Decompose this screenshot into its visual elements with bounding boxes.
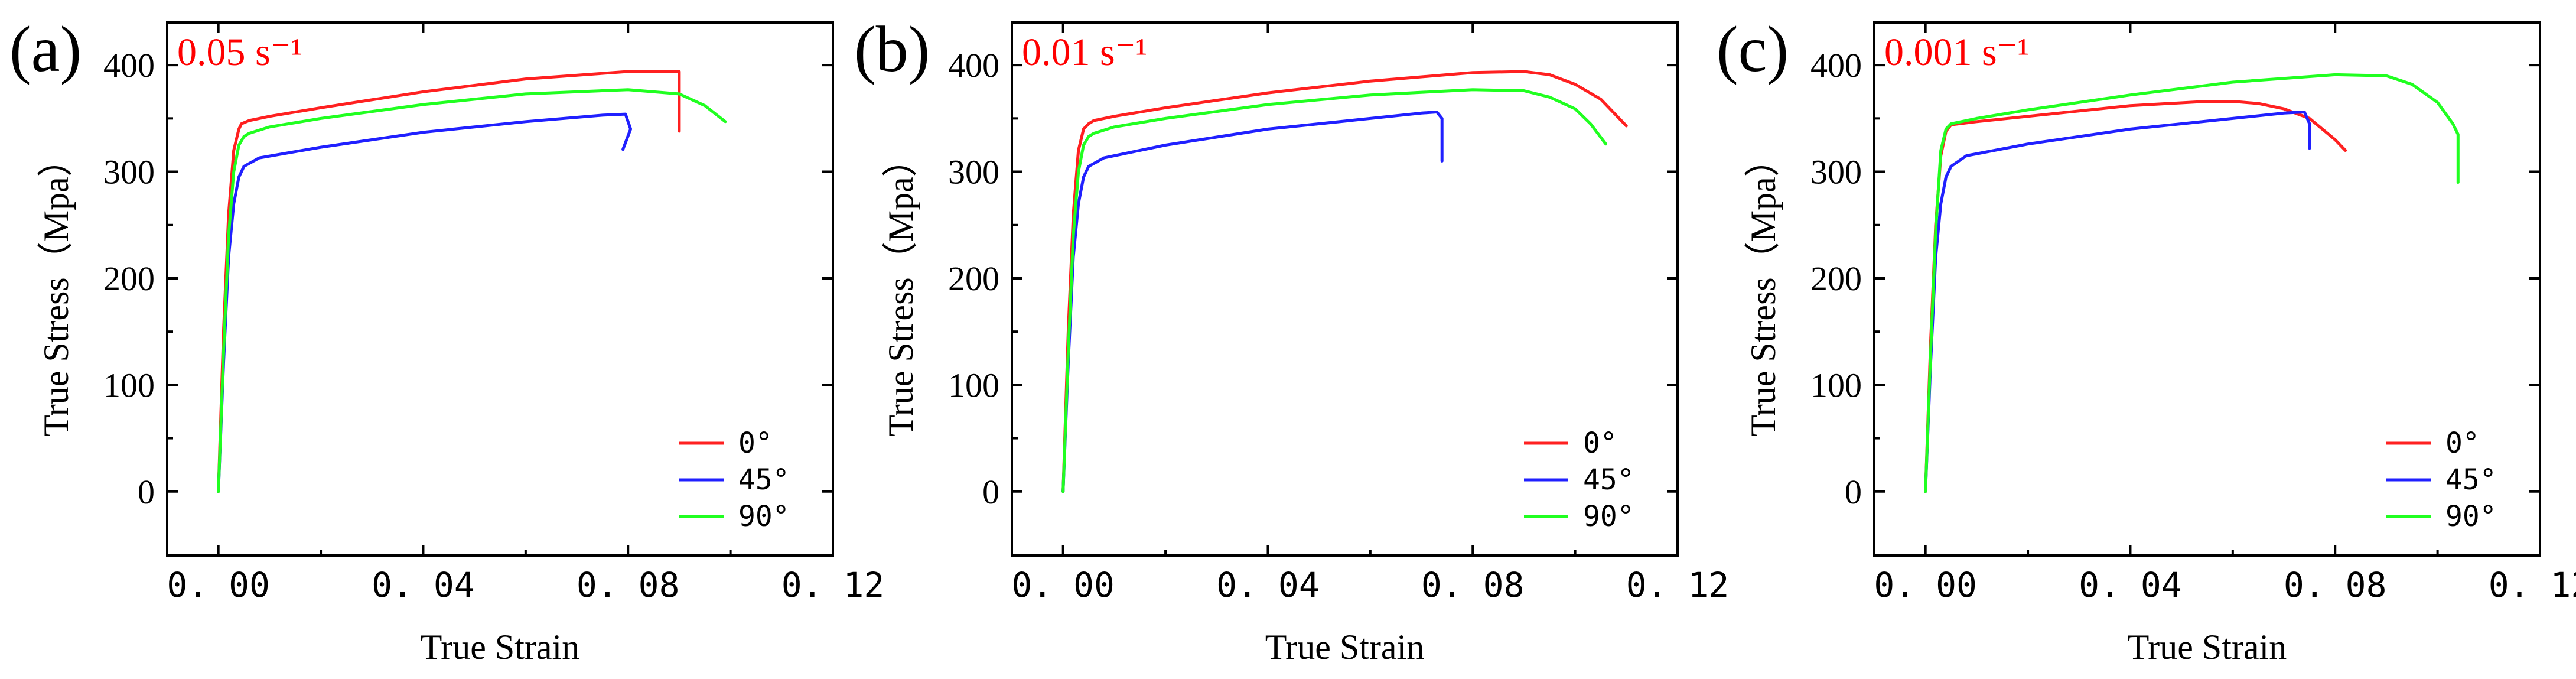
series-line	[217, 70, 681, 493]
x-axis-label: True Strain	[2128, 628, 2287, 667]
series-line	[217, 112, 633, 493]
legend-label: 0°	[1583, 427, 1617, 460]
series-line	[1924, 100, 2347, 493]
x-tick-label: 0. 04	[1216, 565, 1320, 605]
series-line	[1061, 111, 1444, 493]
y-tick-label: 0	[138, 473, 155, 511]
x-tick-label: 0. 12	[2489, 565, 2576, 605]
x-tick-label: 0. 00	[167, 565, 270, 605]
x-axis-label: True Strain	[1265, 628, 1424, 667]
y-tick-label: 300	[1810, 153, 1862, 191]
strain-rate-title: 0.05 s⁻¹	[177, 31, 302, 74]
strain-rate-title: 0.001 s⁻¹	[1884, 31, 2029, 74]
y-tick-label: 100	[103, 366, 155, 404]
y-tick-label: 300	[103, 153, 155, 191]
plot-frame	[166, 21, 834, 557]
legend-label: 0°	[2445, 427, 2480, 460]
legend-label: 0°	[738, 427, 773, 460]
legend-label: 45°	[738, 463, 790, 496]
series-line	[217, 88, 727, 493]
chart-panel-a: 0. 00 0. 04 0. 08 0. 12 0 100 200 300 400 True St…	[9, 13, 884, 667]
x-tick-label: 0. 04	[372, 565, 475, 605]
x-tick-label: 0. 08	[2284, 565, 2387, 605]
panel-label: (a)	[9, 13, 82, 85]
legend: 0°45° 90°	[679, 427, 790, 533]
legend: 0°45° 90°	[2386, 427, 2497, 533]
legend-label: 90°	[1583, 500, 1634, 533]
legend-label: 90°	[738, 500, 790, 533]
y-axis-label: True Stress（Mpa）	[1744, 141, 1783, 436]
series-line	[1061, 88, 1608, 493]
y-tick-label: 200	[1810, 259, 1862, 298]
strain-rate-title: 0.01 s⁻¹	[1022, 31, 1147, 74]
plot-frame	[1011, 21, 1679, 557]
y-axis-label: True Stress（Mpa）	[881, 141, 920, 436]
x-tick-label: 0. 08	[1421, 565, 1525, 605]
y-tick-label: 400	[103, 46, 155, 85]
x-tick-label: 0. 00	[1011, 565, 1115, 605]
panel-label: (b)	[854, 13, 930, 85]
chart-panel-b: 0. 00 0. 04 0. 08 0. 12 0 100 200 300 400 True St…	[854, 13, 1729, 667]
legend-label: 90°	[2445, 500, 2497, 533]
y-tick-label: 200	[948, 259, 999, 298]
legend-label: 45°	[1583, 463, 1634, 496]
y-tick-label: 400	[948, 46, 999, 85]
x-tick-label: 0. 04	[2079, 565, 2182, 605]
y-axis-label: True Stress（Mpa）	[37, 141, 76, 436]
legend-label: 45°	[2445, 463, 2497, 496]
plot-frame	[1873, 21, 2541, 557]
x-tick-label: 0. 00	[1874, 565, 1977, 605]
x-axis-label: True Strain	[421, 628, 579, 667]
series-line	[1924, 73, 2460, 493]
y-tick-label: 100	[1810, 366, 1862, 404]
series-line	[1924, 111, 2311, 493]
x-tick-label: 0. 08	[577, 565, 680, 605]
x-tick-label: 0. 12	[1626, 565, 1730, 605]
panel-label: (c)	[1717, 13, 1789, 85]
y-tick-label: 0	[982, 473, 999, 511]
y-tick-label: 400	[1810, 46, 1862, 85]
x-tick-label: 0. 12	[781, 565, 885, 605]
chart-panel-c: 0. 00 0. 04 0. 08 0. 12 0 100 200 300 400 True St…	[1717, 13, 2576, 667]
y-tick-label: 200	[103, 259, 155, 298]
y-tick-label: 300	[948, 153, 999, 191]
series-line	[1061, 70, 1628, 493]
y-tick-label: 0	[1845, 473, 1862, 511]
y-tick-label: 100	[948, 366, 999, 404]
legend: 0°45° 90°	[1524, 427, 1634, 533]
